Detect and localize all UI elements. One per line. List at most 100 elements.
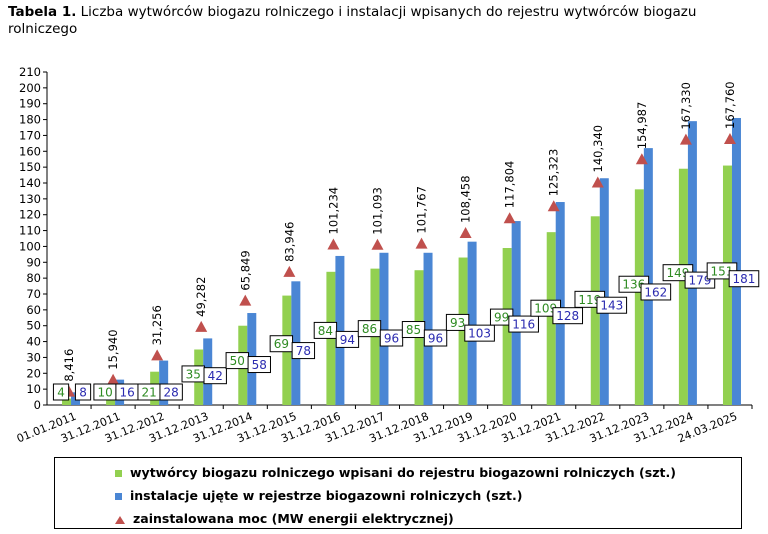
bar-producers: [502, 248, 512, 405]
legend-item-installations: instalacje ujęte w rejestrze biogazowni …: [115, 488, 522, 503]
producers-count-label-text: 21: [142, 386, 157, 400]
installations-count-label-text: 58: [252, 358, 267, 372]
producers-count-label-text: 119: [578, 293, 601, 307]
installations-count-label-text: 181: [733, 272, 756, 286]
installations-count-label-box: [203, 367, 227, 385]
producers-count-label-box: [357, 320, 382, 338]
producers-count-label-text: 85: [406, 323, 421, 337]
power-marker: [107, 373, 120, 385]
installations-count-label: 128: [552, 307, 584, 325]
legend-swatch-producers: [115, 470, 122, 477]
power-label: 49,282: [194, 277, 208, 317]
y-tick-label: 60: [26, 303, 41, 317]
y-tick-label: 110: [19, 224, 41, 238]
installations-count-label-box: [247, 356, 271, 374]
power-marker: [239, 294, 252, 306]
producers-count-label: 69: [269, 335, 294, 353]
bar-installations: [159, 360, 169, 405]
y-tick-label: 0: [34, 398, 41, 412]
bar-producers: [62, 398, 72, 405]
legend-label-installations: instalacje ujęte w rejestrze biogazowni …: [130, 488, 523, 503]
power-label: 8,416: [62, 349, 76, 382]
power-label: 101,234: [326, 187, 340, 235]
title-text: Liczba wytwórców biogazu rolniczego i in…: [8, 4, 697, 37]
power-marker: [371, 238, 384, 250]
y-tick-label: 20: [26, 366, 41, 380]
installations-count-label: 16: [115, 383, 139, 401]
producers-count-label-box: [52, 383, 70, 401]
power-label: 154,987: [635, 102, 649, 150]
data-labels: 8,416 4 8 15,940 10 16 31,256 21 28 49,282 35 42 65,…: [52, 81, 760, 401]
producers-count-label: 93: [445, 313, 470, 331]
power-marker: [547, 200, 560, 212]
producers-count-label: 4: [52, 383, 70, 401]
producers-count-label: 50: [225, 352, 249, 370]
power-label: 101,767: [415, 186, 429, 234]
y-tick-label: 40: [26, 335, 41, 349]
installations-count-label-text: 96: [428, 332, 443, 346]
installations-count-label-text: 103: [468, 327, 491, 341]
legend-item-power: zainstalowana moc (MW energii elektryczn…: [115, 511, 454, 526]
power-marker: [283, 265, 296, 277]
installations-count-label: 162: [640, 283, 672, 301]
producers-count-label-text: 86: [362, 322, 377, 336]
producers-count-label: 21: [137, 383, 161, 401]
table-number: Tabela 1.: [8, 4, 77, 20]
power-marker: [635, 153, 648, 165]
installations-count-label-text: 16: [119, 386, 134, 400]
bar-producers: [458, 257, 468, 405]
installations-count-label-text: 143: [600, 299, 623, 313]
power-label: 108,458: [459, 175, 473, 223]
installations-count-label-text: 42: [208, 369, 223, 383]
bar-producers: [546, 232, 556, 405]
installations-count-label-box: [335, 330, 360, 348]
installations-count-label-box: [640, 283, 672, 301]
installations-count-label: 103: [464, 324, 495, 342]
y-tick-label: 170: [19, 128, 41, 142]
legend-swatch-installations: [115, 493, 122, 500]
y-tick-label: 200: [19, 81, 41, 95]
installations-count-label-box: [423, 329, 448, 347]
bar-installations: [467, 241, 477, 405]
installations-count-label-text: 78: [296, 344, 311, 358]
producers-count-label: 85: [401, 321, 426, 339]
bar-installations: [379, 252, 389, 405]
y-tick-label: 140: [19, 176, 41, 190]
power-marker: [415, 237, 428, 249]
installations-count-label-box: [508, 315, 539, 333]
producers-count-label-box: [313, 321, 338, 339]
power-label: 31,256: [150, 305, 164, 345]
legend-label-power: zainstalowana moc (MW energii elektryczn…: [133, 511, 454, 526]
bar-producers: [590, 216, 600, 405]
bar-producers: [678, 168, 688, 405]
power-label: 140,340: [591, 125, 605, 173]
installations-count-label-box: [159, 383, 183, 401]
legend-triangle-icon: [115, 515, 125, 524]
producers-count-label-text: 4: [57, 386, 65, 400]
producers-count-label: 151: [706, 262, 738, 280]
installations-count-label: 96: [423, 329, 448, 347]
y-tick-label: 70: [26, 287, 41, 301]
chart-title: Tabela 1. Liczba wytwórców biogazu rolni…: [8, 4, 760, 38]
producers-count-label: 84: [313, 321, 338, 339]
y-tick-label: 100: [19, 239, 41, 253]
power-marker: [459, 227, 472, 239]
y-tick-label: 190: [19, 97, 41, 111]
installations-count-label-text: 96: [384, 332, 399, 346]
installations-count-label-text: 128: [556, 309, 579, 323]
legend: wytwórcy biogazu rolniczego wpisani do r…: [54, 457, 742, 529]
power-label: 167,330: [679, 82, 693, 130]
producers-count-label-box: [445, 313, 470, 331]
installations-count-label: 116: [508, 315, 539, 333]
producers-count-label-text: 149: [666, 266, 689, 280]
installations-count-label-box: [291, 342, 316, 360]
power-label: 125,323: [547, 149, 561, 197]
power-marker: [195, 320, 208, 332]
producers-count-label-text: 136: [622, 278, 645, 292]
power-marker: [151, 349, 164, 361]
installations-count-label: 96: [379, 329, 404, 347]
power-label: 83,946: [282, 222, 296, 262]
bar-producers: [722, 165, 732, 405]
producers-count-label-text: 69: [274, 337, 289, 351]
power-marker: [723, 132, 736, 144]
